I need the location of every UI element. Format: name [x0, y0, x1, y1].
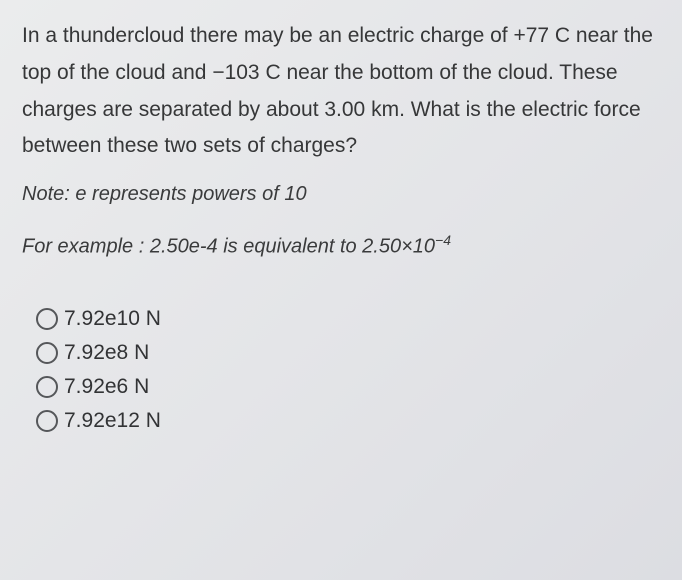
note-text: Note: e represents powers of 10 — [22, 183, 660, 206]
radio-icon[interactable] — [36, 342, 58, 364]
example-text: For example : 2.50e-4 is equivalent to 2… — [22, 232, 660, 259]
radio-icon[interactable] — [36, 410, 58, 432]
option-1[interactable]: 7.92e10 N — [36, 307, 660, 331]
option-label: 7.92e8 N — [64, 341, 149, 365]
option-2[interactable]: 7.92e8 N — [36, 341, 660, 365]
radio-icon[interactable] — [36, 376, 58, 398]
option-3[interactable]: 7.92e6 N — [36, 375, 660, 399]
option-label: 7.92e6 N — [64, 375, 149, 399]
example-exponent: −4 — [435, 232, 451, 248]
example-prefix: For example : 2.50e-4 is equivalent to 2… — [22, 236, 435, 258]
option-label: 7.92e10 N — [64, 307, 161, 331]
options-group: 7.92e10 N 7.92e8 N 7.92e6 N 7.92e12 N — [22, 307, 660, 433]
option-4[interactable]: 7.92e12 N — [36, 409, 660, 433]
option-label: 7.92e12 N — [64, 409, 161, 433]
question-text: In a thundercloud there may be an electr… — [22, 18, 660, 165]
radio-icon[interactable] — [36, 308, 58, 330]
